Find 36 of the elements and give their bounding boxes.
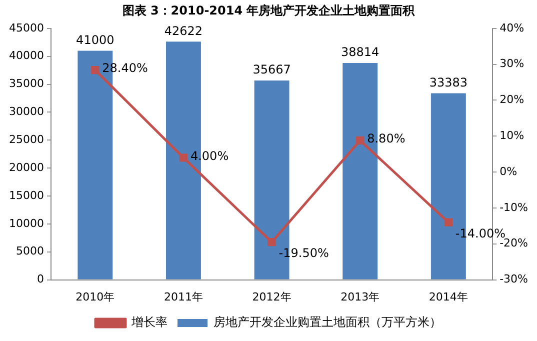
point bbox=[179, 154, 188, 162]
y-tick-label: 0 bbox=[36, 272, 44, 286]
y-tick-label: 15000 bbox=[8, 188, 44, 202]
x-tick-label: 2010年 bbox=[76, 290, 115, 304]
data-label: 42622 bbox=[164, 24, 203, 38]
y-tick-label: 30000 bbox=[8, 105, 44, 118]
y-tick-label: 35000 bbox=[8, 77, 44, 90]
point bbox=[91, 66, 100, 74]
data-label: 33383 bbox=[429, 75, 468, 90]
legend-label: 增长率 bbox=[130, 315, 168, 330]
point bbox=[356, 136, 364, 145]
y2-tick-label: 0% bbox=[500, 164, 518, 178]
y-tick-label: 45000 bbox=[8, 21, 44, 34]
x-tick-label: 2013年 bbox=[340, 290, 380, 304]
x-tick-label: 2012年 bbox=[252, 290, 292, 304]
y2-tick-label: -10% bbox=[500, 200, 528, 214]
point bbox=[444, 218, 452, 226]
y2-tick-label: -20% bbox=[500, 236, 528, 250]
y-tick-label: 10000 bbox=[8, 216, 44, 230]
y2-tick-label: 40% bbox=[500, 21, 524, 34]
legend-label: 房地产开发企业购置土地面积（万平方米） bbox=[214, 315, 442, 330]
y-tick-label: 20000 bbox=[8, 160, 44, 174]
chart-title: 图表 3：2010-2014 年房地产开发企业土地购置面积 bbox=[122, 3, 416, 18]
y2-tick-label: 10% bbox=[500, 129, 524, 142]
y-tick-label: 40000 bbox=[8, 49, 44, 62]
data-label: 38814 bbox=[341, 45, 380, 60]
y2-tick-label: -30% bbox=[500, 272, 528, 286]
y-tick-label: 5000 bbox=[16, 244, 44, 258]
y-tick-label: 25000 bbox=[8, 132, 44, 146]
y2-tick-label: 20% bbox=[500, 93, 524, 106]
x-tick-label: 2011年 bbox=[164, 290, 203, 304]
x-tick-label: 2014年 bbox=[428, 290, 468, 304]
data-label: 41000 bbox=[76, 32, 114, 47]
data-label: 35667 bbox=[252, 62, 291, 77]
y2-tick-label: 30% bbox=[500, 57, 524, 70]
point bbox=[268, 238, 276, 246]
